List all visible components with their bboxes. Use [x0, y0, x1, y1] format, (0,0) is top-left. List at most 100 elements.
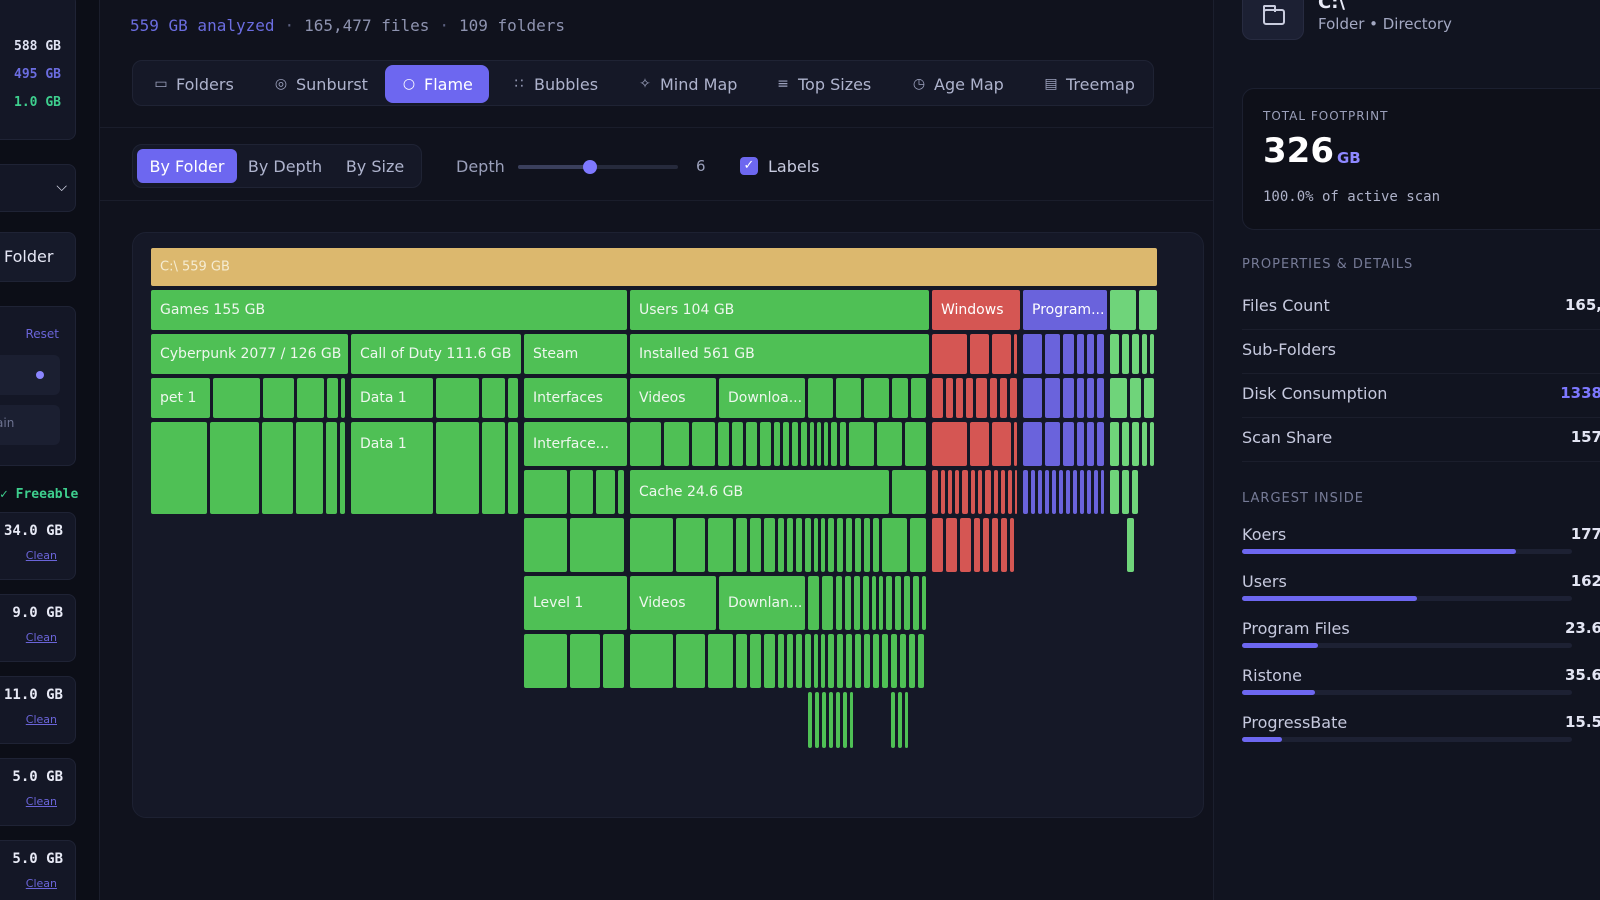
flame-cell[interactable]: [1144, 378, 1154, 418]
tab-age-map[interactable]: ◷ Age Map: [895, 65, 1023, 103]
tab-treemap[interactable]: ▤ Treemap: [1027, 65, 1151, 103]
flame-cell-installed[interactable]: Installed 561 GB: [630, 334, 929, 374]
flame-cell[interactable]: [1094, 470, 1098, 514]
labels-checkbox[interactable]: ✓: [740, 157, 758, 175]
flame-cell[interactable]: [664, 422, 689, 466]
flame-cell[interactable]: [764, 634, 775, 688]
largest-item[interactable]: Ristone 35.6: [1242, 666, 1600, 712]
flame-cell[interactable]: [836, 576, 842, 630]
flame-cell[interactable]: [941, 470, 945, 514]
flame-cell[interactable]: [1150, 334, 1154, 374]
flame-cell[interactable]: [778, 518, 784, 572]
flame-cell[interactable]: [1059, 470, 1063, 514]
flame-cell[interactable]: [210, 422, 259, 514]
mode-by-depth[interactable]: By Depth: [247, 156, 323, 176]
flame-cell[interactable]: [891, 634, 897, 688]
flame-cell[interactable]: [327, 378, 338, 418]
flame-cell[interactable]: [932, 378, 943, 418]
flame-cell[interactable]: [886, 576, 892, 630]
flame-cell[interactable]: [1142, 334, 1147, 374]
filter-toggle[interactable]: [0, 355, 60, 395]
flame-root-cell[interactable]: C:\ 559 GB: [151, 248, 1157, 286]
flame-cell[interactable]: [1023, 378, 1042, 418]
flame-cell[interactable]: [855, 634, 861, 688]
folder-button[interactable]: Folder: [0, 232, 76, 282]
flame-cell[interactable]: [814, 634, 818, 688]
flame-cell[interactable]: [787, 518, 793, 572]
flame-cell[interactable]: [994, 470, 998, 514]
flame-cell[interactable]: [1110, 378, 1127, 418]
flame-cell[interactable]: [1052, 470, 1056, 514]
flame-cell-interface[interactable]: Interface...: [524, 422, 627, 466]
flame-cell[interactable]: [796, 634, 802, 688]
flame-cell-cyberpunk[interactable]: Cyberpunk 2077 / 126 GB: [151, 334, 348, 374]
flame-cell[interactable]: [630, 634, 673, 688]
flame-cell[interactable]: [932, 518, 943, 572]
flame-cell[interactable]: [1132, 470, 1138, 514]
flame-cell-videos[interactable]: Videos: [630, 576, 716, 630]
flame-cell-downloads[interactable]: Downlan...: [719, 576, 805, 630]
drive-select[interactable]: ⌵: [0, 164, 76, 212]
flame-cell[interactable]: [783, 422, 789, 466]
flame-cell[interactable]: [524, 518, 567, 572]
flame-cell[interactable]: [846, 518, 852, 572]
flame-cell[interactable]: [909, 634, 915, 688]
flame-cell[interactable]: [824, 422, 828, 466]
flame-cell[interactable]: [864, 518, 870, 572]
flame-cell[interactable]: [1010, 518, 1014, 572]
flame-cell[interactable]: [750, 518, 761, 572]
flame-cell[interactable]: [821, 634, 825, 688]
flame-cell[interactable]: [960, 518, 971, 572]
largest-item[interactable]: Users 162: [1242, 572, 1600, 618]
flame-cell[interactable]: [787, 634, 793, 688]
flame-cell[interactable]: [764, 518, 775, 572]
flame-cell[interactable]: [877, 422, 902, 466]
tab-flame[interactable]: ○ Flame: [385, 65, 489, 103]
flame-cell-data[interactable]: Data 1: [351, 422, 433, 514]
flame-cell[interactable]: [570, 518, 624, 572]
flame-cell[interactable]: [892, 378, 908, 418]
flame-cell[interactable]: [1080, 470, 1084, 514]
flame-cell[interactable]: [837, 634, 843, 688]
flame-cell[interactable]: [854, 576, 860, 630]
flame-cell-windows[interactable]: Windows: [932, 290, 1020, 330]
flame-cell[interactable]: [992, 422, 1011, 466]
flame-cell[interactable]: [676, 634, 705, 688]
flame-cell[interactable]: [1101, 470, 1104, 514]
flame-cell[interactable]: [1097, 422, 1104, 466]
flame-cell[interactable]: [524, 470, 567, 514]
flame-cell[interactable]: [872, 576, 876, 630]
flame-cell[interactable]: [1063, 422, 1074, 466]
flame-cell[interactable]: [836, 692, 840, 748]
flame-cell[interactable]: [891, 692, 895, 748]
flame-cell[interactable]: [1015, 470, 1017, 514]
flame-cell[interactable]: [482, 378, 505, 418]
flame-cell-steam[interactable]: Steam: [524, 334, 627, 374]
flame-cell[interactable]: [971, 470, 975, 514]
flame-cell[interactable]: [932, 334, 967, 374]
flame-cell[interactable]: [1001, 518, 1007, 572]
flame-cell[interactable]: [810, 422, 814, 466]
flame-cell[interactable]: [436, 422, 479, 514]
flame-cell[interactable]: [760, 422, 771, 466]
flame-cell[interactable]: [910, 518, 926, 572]
flame-cell[interactable]: [1014, 422, 1017, 466]
flame-cell[interactable]: [873, 518, 879, 572]
flame-cell[interactable]: [1045, 334, 1060, 374]
flame-cell-call-of-duty[interactable]: Call of Duty 111.6 GB: [351, 334, 521, 374]
flame-cell[interactable]: [1000, 378, 1007, 418]
flame-cell[interactable]: [837, 518, 843, 572]
mode-by-size[interactable]: By Size: [345, 156, 405, 176]
flame-cell[interactable]: [1122, 422, 1129, 466]
flame-cell[interactable]: [630, 422, 661, 466]
flame-cell[interactable]: [796, 518, 802, 572]
flame-cell[interactable]: [836, 378, 861, 418]
flame-cell[interactable]: [774, 422, 780, 466]
flame-cell[interactable]: [978, 470, 982, 514]
flame-cell[interactable]: [1023, 422, 1042, 466]
flame-cell[interactable]: [1014, 334, 1017, 374]
flame-cell[interactable]: [956, 378, 963, 418]
flame-cell[interactable]: [778, 634, 784, 688]
flame-cell[interactable]: [1150, 422, 1154, 466]
depth-slider[interactable]: [518, 160, 678, 174]
